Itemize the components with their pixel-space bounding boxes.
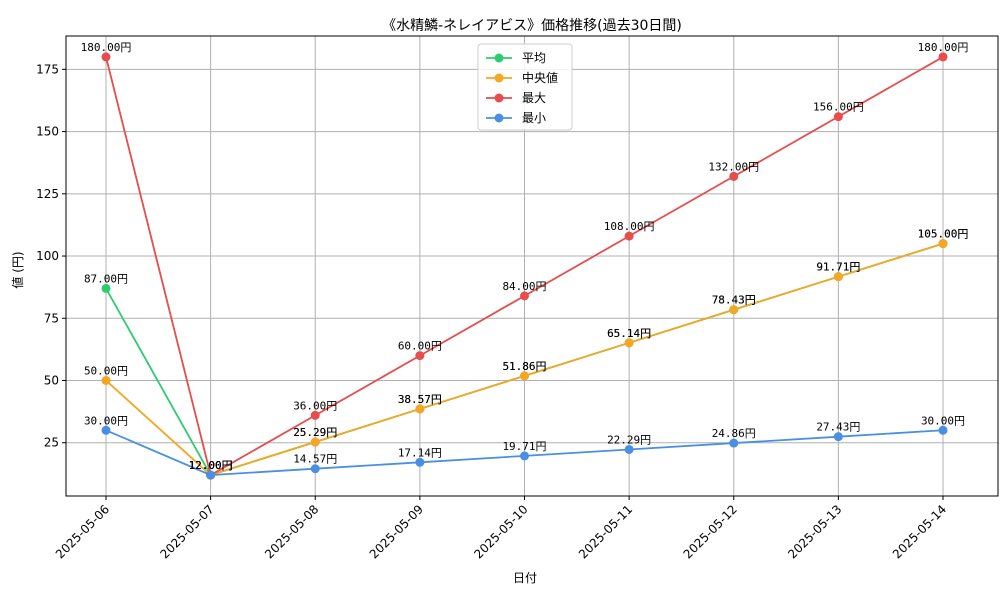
data-label: 12.00円 [189,459,233,472]
series-group [101,52,948,480]
data-label: 180.00円 [918,41,969,54]
y-tick-label: 175 [36,62,59,76]
data-label: 30.00円 [921,414,965,427]
x-tick-label: 2025-05-14 [890,502,949,561]
data-label: 78.43円 [712,294,756,307]
data-point-最大 [729,171,739,181]
data-label: 91.71円 [816,261,860,274]
data-label: 19.71円 [502,440,546,453]
data-point-中央値 [729,305,739,315]
data-label: 132.00円 [708,160,759,173]
x-tick-label: 2025-05-06 [53,502,112,561]
x-tick-label: 2025-05-07 [158,502,217,561]
legend-label: 中央値 [522,70,558,85]
legend-marker [494,93,504,103]
y-tick-label: 75 [44,311,59,325]
y-tick-label: 150 [36,125,59,139]
data-label: 12.00円 [189,459,233,472]
data-point-中央値 [624,338,634,348]
data-label: 12.00円 [189,459,233,472]
data-point-最大 [101,52,111,62]
data-point-最小 [206,470,216,480]
y-axis: 25 50 75 100 125 150 175 [36,62,66,450]
data-label: 14.57円 [293,453,337,466]
data-label: 38.57円 [398,393,442,406]
data-label: 108.00円 [604,220,655,233]
data-label: 78.43円 [712,294,756,307]
x-tick-label: 2025-05-11 [576,502,635,561]
data-label: 25.29円 [293,426,337,439]
legend-marker [494,73,504,83]
data-label: 60.00円 [398,340,442,353]
x-axis: 2025-05-06 2025-05-07 2025-05-08 2025-05-09… [53,496,949,561]
plot-frame [65,35,999,497]
data-labels: 87.00円 12.00円 25.29円 38.57円 51.86円 65.14円 78.4… [81,41,969,472]
data-point-最大 [833,112,843,122]
data-label: 180.00円 [81,41,132,54]
data-point-最大 [310,410,320,420]
legend-label: 最大 [522,91,546,105]
data-label: 84.00円 [502,280,546,293]
legend-marker [494,53,504,63]
data-label: 38.57円 [398,393,442,406]
data-label: 27.43円 [816,421,860,434]
legend-box [477,43,573,131]
x-tick-label: 2025-05-13 [785,502,844,561]
data-label: 30.00円 [84,414,128,427]
data-point-最小 [729,438,739,448]
data-point-最大 [938,52,948,62]
data-point-中央値 [938,239,948,249]
legend-label: 最小 [522,111,546,125]
legend-label: 平均 [522,51,546,65]
data-label: 87.00円 [84,272,128,285]
x-tick-label: 2025-05-08 [262,502,321,561]
data-point-最大 [624,231,634,241]
data-point-中央値 [310,437,320,447]
data-point-最小 [101,425,111,435]
data-point-中央値 [101,376,111,386]
data-label: 65.14円 [607,327,651,340]
data-point-中央値 [833,272,843,282]
data-label: 156.00円 [813,101,864,114]
chart-title: 《水精鱗-ネレイアビス》価格推移(過去30日間) [382,18,682,34]
data-point-最小 [938,425,948,435]
data-label: 105.00円 [918,228,969,241]
data-label: 22.29円 [607,433,651,446]
data-label: 91.71円 [816,261,860,274]
data-point-最小 [520,451,529,461]
data-point-最小 [415,457,425,467]
data-point-最小 [833,432,843,442]
data-point-最小 [310,464,320,474]
y-tick-label: 125 [36,187,59,201]
x-tick-label: 2025-05-12 [681,502,740,561]
x-tick-label: 2025-05-09 [367,502,426,561]
data-point-中央値 [520,371,529,381]
data-label: 17.14円 [398,446,442,459]
y-axis-label: 値 (円) [10,251,25,288]
data-label: 51.86円 [502,360,546,373]
data-point-中央値 [415,404,425,414]
data-label: 36.00円 [293,399,337,412]
x-axis-label: 日付 [513,571,537,585]
data-label: 51.86円 [502,360,546,373]
y-tick-label: 100 [36,249,59,263]
data-label: 24.86円 [712,427,756,440]
data-label: 12.00円 [189,459,233,472]
y-tick-label: 50 [44,374,59,388]
data-point-最大 [520,291,529,301]
data-label: 25.29円 [293,426,337,439]
y-tick-label: 25 [44,436,59,450]
data-label: 65.14円 [607,327,651,340]
data-label: 50.00円 [84,365,128,378]
data-point-平均 [101,283,111,293]
legend-marker [494,113,504,123]
data-point-最小 [624,444,634,454]
x-tick-label: 2025-05-10 [471,502,530,561]
data-label: 105.00円 [918,228,969,241]
data-point-最大 [415,351,425,361]
